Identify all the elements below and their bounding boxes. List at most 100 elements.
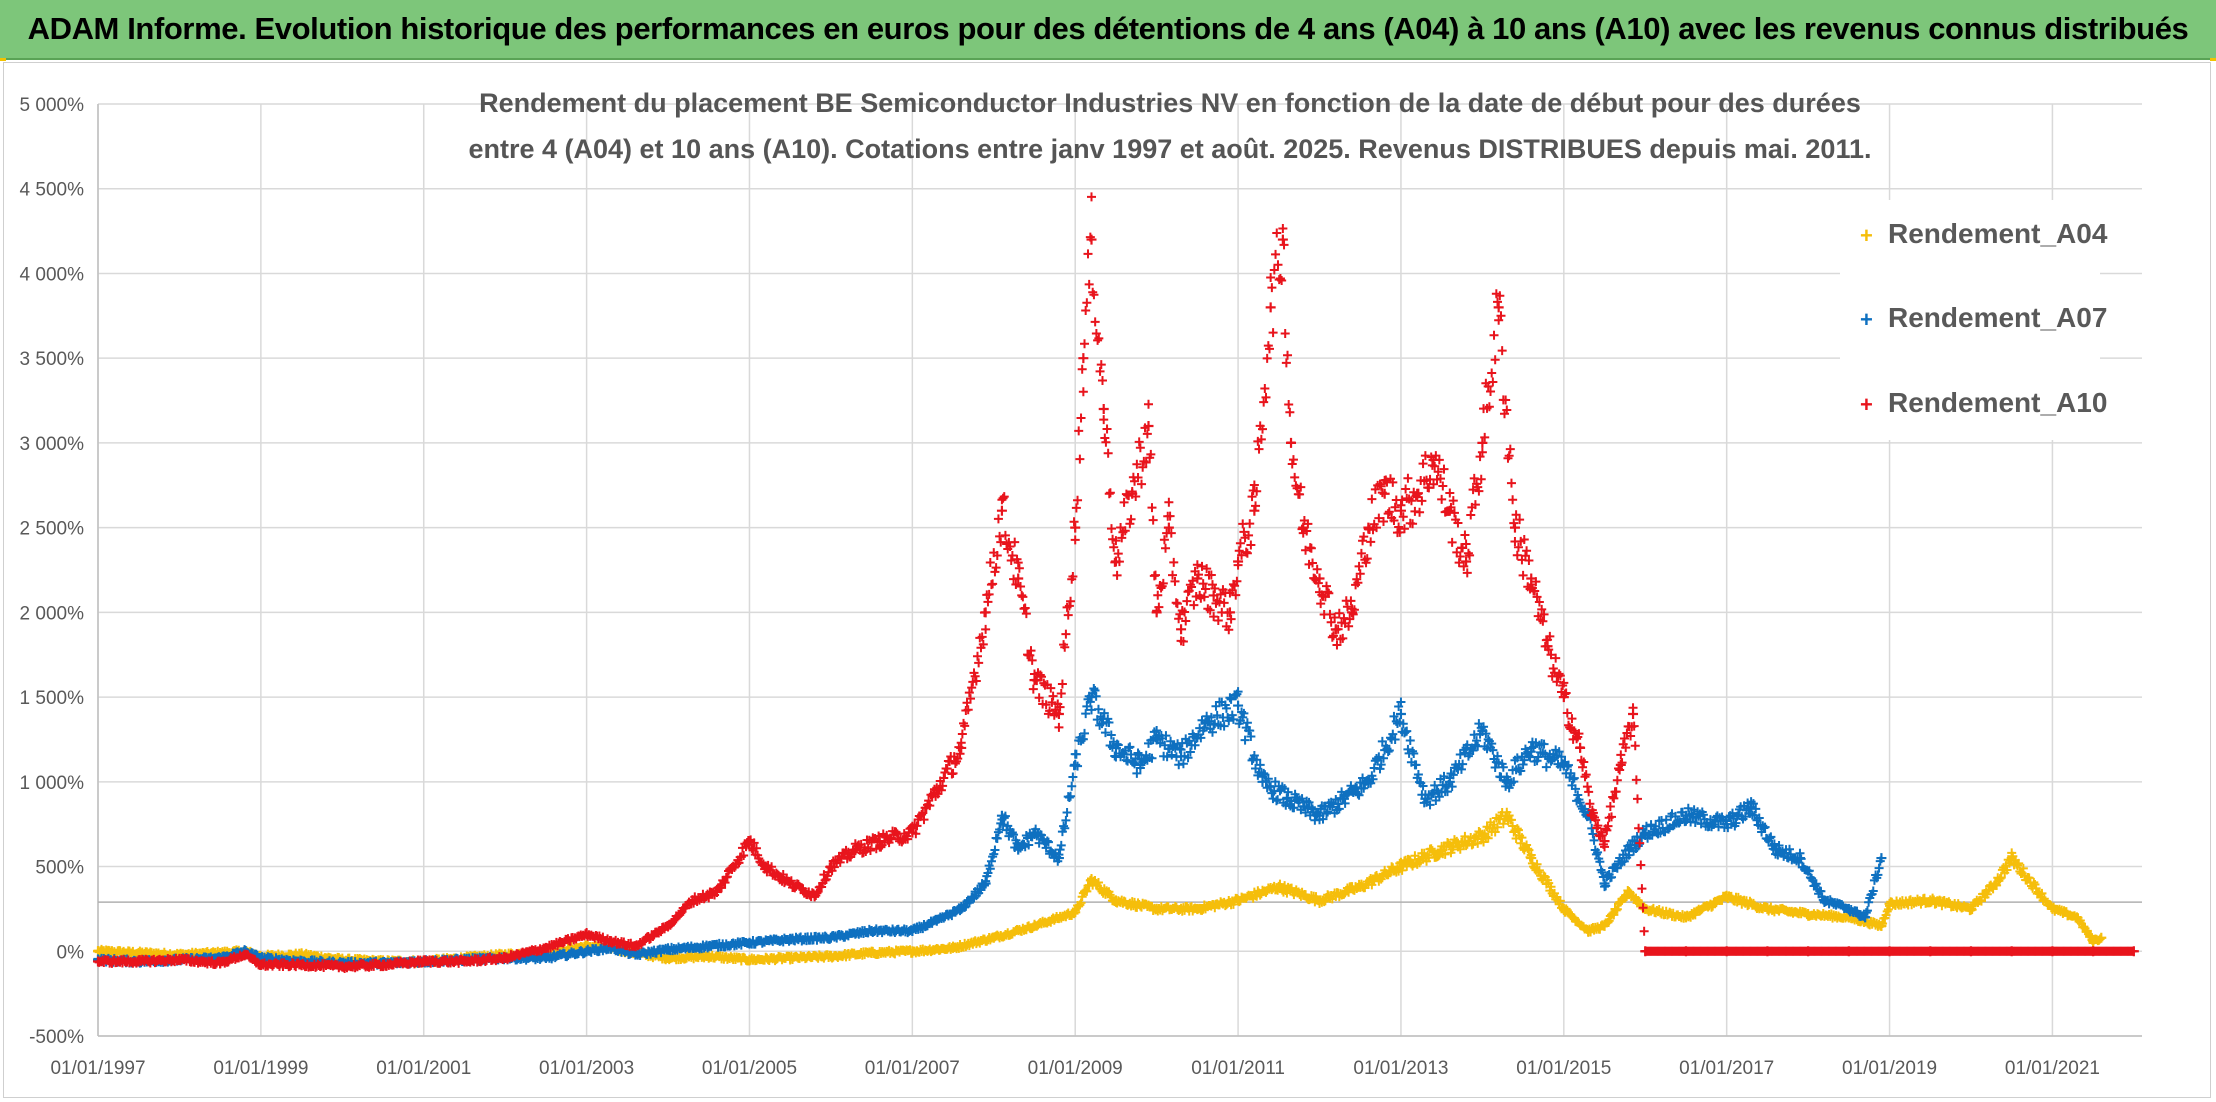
- data-point: [1314, 895, 1325, 906]
- y-tick-label: -500%: [29, 1027, 84, 1048]
- data-point: [1083, 249, 1093, 259]
- data-point: [1090, 317, 1100, 327]
- data-point: [1228, 714, 1238, 724]
- data-point: [1599, 920, 1610, 931]
- series-rendement-a04: [93, 807, 2107, 968]
- data-point: [1344, 887, 1354, 897]
- data-point: [1803, 908, 1814, 919]
- data-point: [1526, 853, 1537, 864]
- data-point: [1093, 878, 1103, 888]
- x-tick-label: 01/01/2017: [1679, 1058, 1774, 1079]
- data-point: [1501, 810, 1512, 821]
- data-point: [1242, 548, 1252, 558]
- data-point: [1637, 884, 1647, 894]
- data-point: [1075, 454, 1085, 464]
- data-point: [1057, 679, 1067, 689]
- data-point: [972, 651, 982, 661]
- data-point: [1721, 892, 1732, 903]
- data-point: [1272, 228, 1282, 238]
- grid-lines: [97, 103, 2142, 1037]
- data-point: [1169, 557, 1179, 567]
- data-point: [1281, 358, 1291, 368]
- x-tick-label: 01/01/2001: [376, 1058, 471, 1079]
- data-point: [1312, 564, 1322, 574]
- data-point: [1089, 683, 1099, 693]
- data-point: [1247, 492, 1257, 502]
- data-point: [1534, 865, 1544, 875]
- x-tick-label: 01/01/2009: [1028, 1058, 1123, 1079]
- data-point: [1636, 860, 1646, 870]
- y-tick-label: 0%: [57, 942, 85, 963]
- data-point: [1555, 896, 1565, 906]
- data-point: [1078, 387, 1088, 397]
- data-point: [1604, 916, 1614, 926]
- data-point: [1992, 880, 2002, 890]
- data-point: [1135, 443, 1145, 453]
- data-point: [1479, 837, 1489, 847]
- data-point: [1069, 517, 1079, 527]
- data-point: [1144, 399, 1153, 409]
- data-point: [1151, 903, 1162, 914]
- data-point: [1367, 494, 1377, 504]
- data-point: [1359, 532, 1369, 542]
- data-point: [1634, 823, 1644, 833]
- data-point: [1010, 537, 1020, 547]
- y-tick-label: 3 000%: [20, 434, 85, 455]
- data-point: [1395, 861, 1406, 872]
- data-point: [1358, 536, 1368, 546]
- data-point: [2088, 936, 2099, 947]
- data-point: [1076, 413, 1086, 423]
- data-point: [1444, 838, 1454, 848]
- y-tick-label: 5 000%: [20, 95, 85, 116]
- data-point: [1287, 459, 1297, 469]
- data-point: [1582, 782, 1592, 792]
- data-point: [988, 579, 998, 589]
- data-point: [1632, 794, 1642, 804]
- data-point: [1212, 710, 1222, 720]
- data-point: [1134, 437, 1144, 447]
- data-point: [948, 768, 958, 778]
- title-banner: [0, 0, 2216, 60]
- x-tick-label: 01/01/2003: [539, 1058, 634, 1079]
- data-point: [1611, 905, 1621, 915]
- data-point: [1086, 875, 1097, 886]
- data-point: [1925, 895, 1936, 906]
- x-tick-label: 01/01/2021: [2005, 1058, 2100, 1079]
- data-point: [990, 567, 1000, 577]
- data-point: [1583, 925, 1594, 936]
- series-rendement-a07: [93, 683, 1887, 970]
- data-point: [1415, 507, 1425, 517]
- y-tick-label: 500%: [35, 858, 84, 879]
- data-point: [1148, 515, 1158, 525]
- data-point: [1523, 844, 1533, 854]
- data-point: [907, 946, 918, 957]
- data-point: [1506, 815, 1516, 825]
- data-point: [1082, 886, 1092, 896]
- data-point: [1488, 377, 1498, 387]
- data-point: [1631, 775, 1641, 785]
- data-point: [1493, 822, 1503, 832]
- x-tick-label: 01/01/1999: [213, 1058, 308, 1079]
- data-point: [948, 942, 959, 953]
- data-point: [1172, 599, 1182, 609]
- data-point: [1558, 903, 1569, 914]
- data-point: [1150, 570, 1160, 580]
- y-tick-label: 1 000%: [20, 773, 85, 794]
- data-point: [1103, 448, 1113, 458]
- data-point: [1093, 335, 1103, 345]
- data-point: [974, 658, 984, 668]
- data-point: [1268, 328, 1278, 338]
- data-point: [2006, 853, 2017, 864]
- data-point: [993, 514, 1003, 524]
- data-point: [1271, 249, 1281, 259]
- data-point: [1020, 603, 1030, 613]
- data-point: [1161, 543, 1171, 553]
- data-point: [703, 951, 714, 962]
- data-point: [1367, 880, 1377, 890]
- data-point: [1447, 537, 1457, 547]
- data-series: [93, 192, 2139, 973]
- data-point: [1580, 772, 1590, 782]
- x-tick-label: 01/01/2005: [702, 1058, 797, 1079]
- data-point: [1062, 807, 1072, 817]
